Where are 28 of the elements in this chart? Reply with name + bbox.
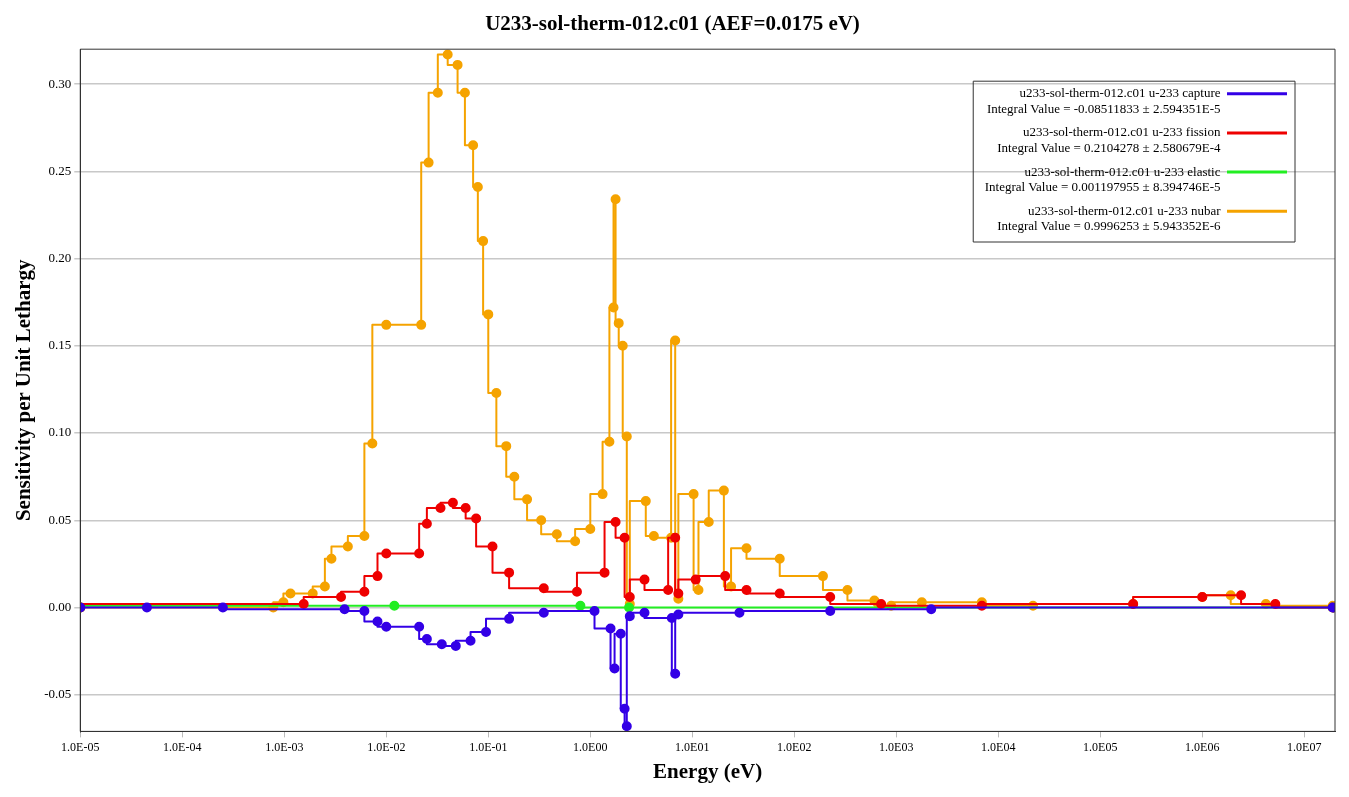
y-tick-label: 0.30 xyxy=(48,75,72,91)
x-tick-label: 1.0E05 xyxy=(1083,739,1118,754)
x-tick-label: 1.0E-01 xyxy=(469,739,508,754)
y-tick-label: 0.05 xyxy=(48,511,72,527)
x-axis-title: Energy (eV) xyxy=(653,758,763,783)
x-tick-label: 1.0E-03 xyxy=(265,739,304,754)
x-tick-label: 1.0E01 xyxy=(675,739,710,754)
legend-label: u233-sol-therm-012.c01 u-233 capture Integral Value = -0.08511833 ± 2.594351E-5 xyxy=(983,85,1221,116)
y-tick-label: 0.25 xyxy=(48,162,72,178)
y-axis-title: Sensitivity per Unit Lethargy xyxy=(11,259,36,522)
y-tick-label: 0.20 xyxy=(48,249,72,265)
x-tick-label: 1.0E04 xyxy=(981,739,1016,754)
legend-label: u233-sol-therm-012.c01 u-233 fission Integral Value = 0.2104278 ± 2.580679E-4 xyxy=(993,124,1221,155)
y-tick-label: 0.15 xyxy=(48,337,72,353)
y-tick-label: 0.10 xyxy=(48,424,72,440)
x-tick-label: 1.0E-05 xyxy=(61,739,100,754)
x-tick-label: 1.0E06 xyxy=(1185,739,1220,754)
x-tick-label: 1.0E03 xyxy=(879,739,914,754)
y-tick-label: 0.00 xyxy=(48,598,72,614)
x-tick-label: 1.0E02 xyxy=(777,739,812,754)
x-tick-label: 1.0E-04 xyxy=(163,739,202,754)
legend-label: u233-sol-therm-012.c01 u-233 elastic Integral Value = 0.001197955 ± 8.394746E-5 xyxy=(981,163,1221,195)
chart-title: U233-sol-therm-012.c01 (AEF=0.0175 eV) xyxy=(485,11,860,36)
x-tick-label: 1.0E-02 xyxy=(367,739,406,754)
legend-label: u233-sol-therm-012.c01 u-233 nubar Integral Value = 0.9996253 ± 5.943352E-6 xyxy=(993,202,1222,234)
x-tick-label: 1.0E00 xyxy=(573,739,608,754)
x-tick-label: 1.0E07 xyxy=(1287,739,1322,754)
y-tick-label: -0.05 xyxy=(44,686,72,702)
